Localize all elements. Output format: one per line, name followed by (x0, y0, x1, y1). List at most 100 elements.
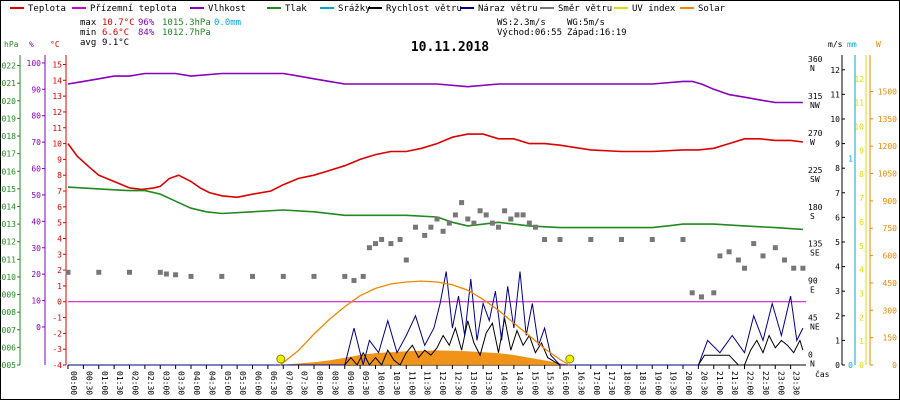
ms-tick-label: 7 (835, 189, 840, 198)
hpa-tick-label: 1009 (0, 291, 16, 300)
direction-tick-value: 0 (808, 350, 813, 359)
wind-direction-point (751, 241, 757, 247)
wind-direction-point (403, 257, 409, 263)
wind-direction-point (760, 253, 766, 259)
x-tick-label: 00:00 (69, 371, 78, 395)
x-tick-label: 06:00 (254, 371, 263, 395)
wind-direction-point (557, 237, 563, 242)
wind-direction-point (157, 269, 163, 275)
mm-axis-label: mm (847, 40, 857, 49)
hpa-tick-label: 1013 (0, 220, 16, 229)
x-tick-label: 03:00 (161, 371, 170, 395)
x-tick-label: 19:00 (653, 371, 662, 395)
celsius-tick-label: 2 (57, 266, 62, 275)
legend-label: Náraz větru (478, 4, 538, 14)
solar-area (280, 350, 570, 365)
stat-min-temp: 6.6°C (102, 28, 129, 38)
wind-direction-point (699, 294, 704, 300)
series-vlhkost (67, 72, 803, 104)
ms-tick-label: 4 (835, 263, 840, 272)
watt-tick-label: 0 (892, 361, 897, 370)
x-tick-label: 17:00 (592, 371, 601, 395)
wind-direction-point (477, 208, 483, 214)
wind-direction-point (422, 232, 428, 238)
legend-label: Teplota (28, 4, 66, 14)
wind-direction-point (373, 241, 378, 247)
ms-tick-label: 8 (835, 164, 840, 173)
stat-avg-label: avg (80, 38, 96, 48)
x-tick-label: 12:00 (438, 371, 447, 395)
series-tlak (67, 186, 803, 231)
direction-tick-letter: E (810, 286, 815, 295)
celsius-tick-label: 12 (52, 108, 62, 117)
wind-direction-point (366, 245, 372, 251)
wind-direction-point (735, 257, 741, 263)
percent-tick-label: 100 (27, 59, 42, 68)
watt-tick-label: 300 (883, 306, 898, 315)
wind-direction-point (188, 273, 194, 279)
direction-tick-value: 225 (808, 166, 823, 175)
wind-direction-point (742, 265, 747, 271)
wind-direction-point (452, 212, 458, 218)
celsius-tick-label: 9 (57, 155, 62, 164)
ms-tick-label: 3 (835, 287, 840, 296)
ms-tick-label: 0 (835, 361, 840, 370)
x-tick-label: 02:00 (131, 371, 140, 395)
legend: Teplota Přízemní teplota Vlhkost Tlak Srážky… (10, 4, 726, 14)
x-tick-label: 11:00 (407, 371, 416, 395)
stat-max-label: max (80, 18, 97, 28)
x-tick-label: 13:00 (469, 371, 478, 395)
stats-panel: max 10.7°C 96% 1015.3hPa 0.0mm min 6.6°C… (80, 18, 627, 48)
percent-tick-label: 10 (31, 297, 41, 306)
wind-direction-point (360, 273, 366, 279)
watt-tick-label: 750 (883, 224, 898, 233)
x-axis-label: čas (815, 369, 830, 379)
wind-direction-point (379, 237, 385, 242)
sun-marker (565, 354, 575, 364)
percent-tick-label: 50 (31, 191, 41, 200)
celsius-tick-label: 14 (52, 76, 62, 85)
x-tick-label: 10:00 (377, 371, 386, 395)
x-tick-label: 16:00 (561, 371, 570, 395)
stat-max-rain: 0.0mm (214, 18, 241, 28)
x-tick-label: 08:30 (330, 371, 339, 395)
watt-tick-label: 150 (883, 334, 898, 343)
wind-direction-point (388, 241, 394, 247)
hpa-tick-label: 1010 (0, 273, 16, 282)
celsius-tick-label: 0 (57, 298, 62, 307)
mm-tick-label: 0 (848, 361, 853, 370)
x-tick-label: 09:00 (346, 371, 355, 395)
direction-tick-letter: SE (810, 249, 820, 258)
celsius-tick-label: -1 (52, 314, 62, 323)
uv-tick-label: 11 (854, 99, 864, 108)
ms-tick-label: 9 (835, 140, 840, 149)
x-tick-label: 03:30 (177, 371, 186, 395)
x-tick-label: 20:00 (684, 371, 693, 395)
celsius-tick-label: 5 (57, 219, 62, 228)
uv-tick-label: 9 (859, 146, 864, 155)
wind-direction-point (514, 212, 520, 218)
percent-tick-label: 30 (31, 244, 41, 253)
x-tick-label: 19:30 (669, 371, 678, 395)
celsius-tick-label: -3 (52, 345, 62, 354)
wind-direction-point (311, 273, 317, 279)
hpa-tick-label: 1005 (0, 361, 16, 370)
direction-tick-letter: N (810, 359, 815, 368)
x-tick-label: 12:30 (453, 371, 462, 395)
celsius-tick-label: 8 (57, 171, 62, 180)
celsius-tick-label: 7 (57, 187, 62, 196)
hpa-tick-label: 1006 (0, 343, 16, 352)
legend-label: Přízemní teplota (90, 4, 177, 14)
hpa-tick-label: 1014 (0, 202, 16, 211)
x-tick-label: 14:00 (500, 371, 509, 395)
wind-direction-point (446, 220, 452, 226)
percent-tick-label: 70 (31, 138, 41, 147)
x-tick-label: 23:00 (776, 371, 785, 395)
sunset-time: Západ:16:19 (567, 28, 627, 38)
wind-direction-point (483, 212, 489, 218)
uv-tick-label: 3 (859, 289, 864, 298)
wind-direction-point (413, 224, 418, 230)
x-tick-label: 15:30 (546, 371, 555, 395)
